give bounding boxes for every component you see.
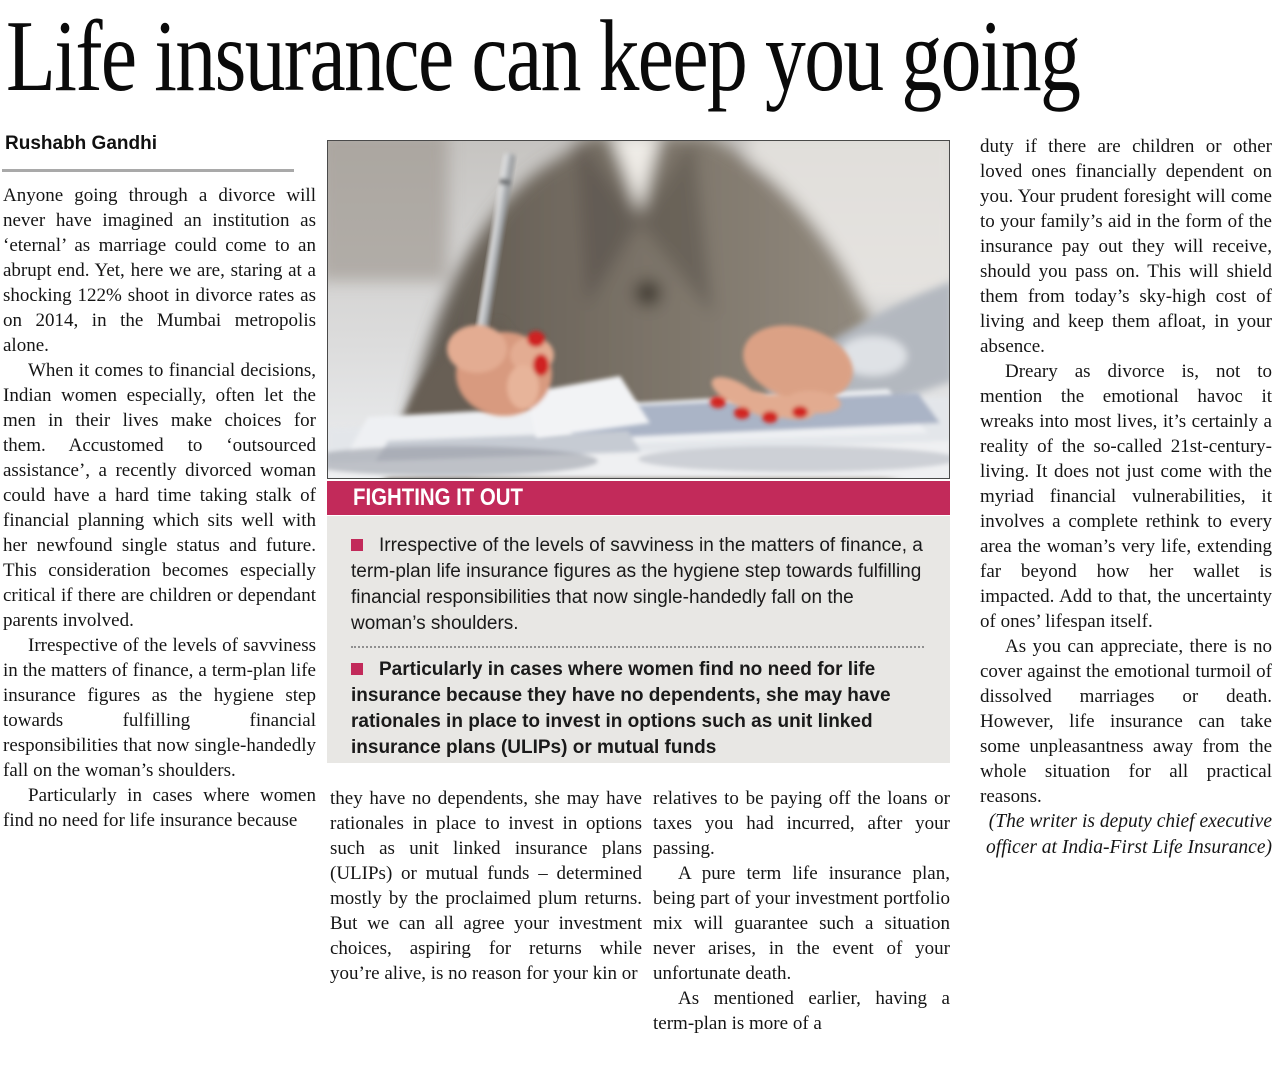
headline: Life insurance can keep you going	[6, 0, 1081, 113]
factbox-bullet-item: Particularly in cases where women find n…	[351, 657, 924, 761]
signing-documents-illustration	[328, 141, 949, 478]
factbox-bullet-text: Particularly in cases where women find n…	[351, 659, 891, 758]
bullet-square-icon	[351, 663, 363, 675]
factbox-bullet-item: Irrespective of the levels of savviness …	[351, 533, 924, 637]
dotted-divider	[351, 646, 924, 648]
article-photo	[327, 140, 950, 479]
article-paragraph: Dreary as divorce is, not to mention the…	[980, 361, 1272, 632]
article-column-2: they have no dependents, she may have ra…	[330, 786, 642, 1064]
article-column-1: Anyone going through a divorce will neve…	[3, 183, 316, 1063]
writer-credit: (The writer is deputy chief executive of…	[986, 811, 1272, 858]
factbox-bullet-text: Irrespective of the levels of savviness …	[351, 535, 923, 634]
article-paragraph: relatives to be paying off the loans or …	[653, 788, 950, 859]
factbox-title: FIGHTING IT OUT	[353, 484, 523, 511]
byline-rule	[2, 169, 294, 172]
article-paragraph: When it comes to financial decisions, In…	[3, 360, 316, 631]
article-paragraph: duty if there are children or other love…	[980, 136, 1272, 357]
bullet-square-icon	[351, 539, 363, 551]
article-paragraph: Anyone going through a divorce will neve…	[3, 185, 316, 356]
article-paragraph: As you can appreciate, there is no cover…	[980, 636, 1272, 807]
article-column-4: duty if there are children or other love…	[980, 134, 1272, 1064]
article-paragraph: Particularly in cases where women find n…	[3, 785, 316, 831]
factbox: Irrespective of the levels of savviness …	[327, 516, 950, 763]
article-paragraph: A pure term life insurance plan, being p…	[653, 863, 950, 984]
factbox-banner: FIGHTING IT OUT	[327, 481, 950, 515]
byline: Rushabh Gandhi	[5, 133, 157, 154]
article-column-3: relatives to be paying off the loans or …	[653, 786, 950, 1064]
article-paragraph: Irrespective of the levels of savviness …	[3, 635, 316, 781]
article-paragraph: As mentioned earlier, having a term-plan…	[653, 988, 950, 1034]
article-paragraph: they have no dependents, she may have ra…	[330, 788, 642, 984]
